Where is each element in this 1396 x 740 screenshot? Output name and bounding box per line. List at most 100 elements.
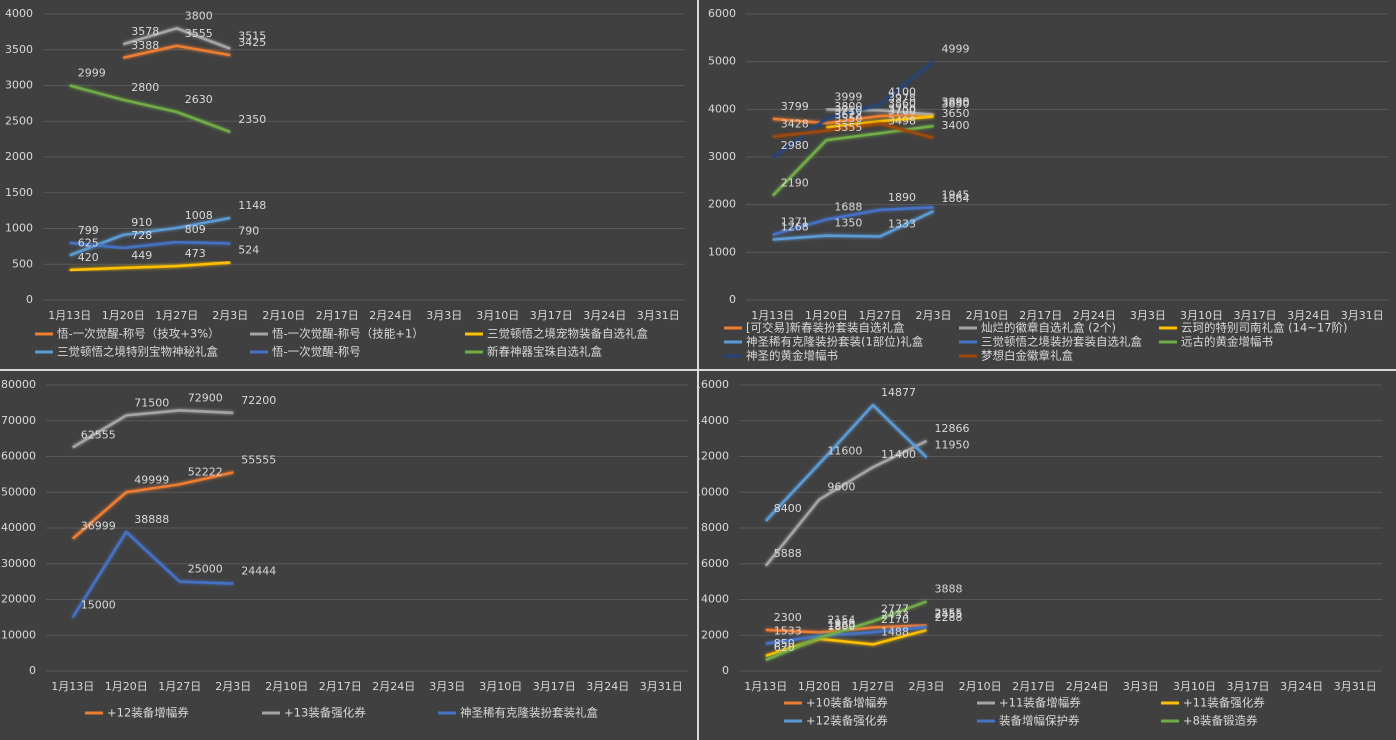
series-line xyxy=(122,44,231,59)
data-label: 620 xyxy=(774,641,795,654)
series-line xyxy=(765,628,927,657)
y-tick-label: 0 xyxy=(729,293,736,306)
y-tick-label: 3000 xyxy=(5,79,33,92)
x-tick-label: 3月10日 xyxy=(479,680,522,693)
series-line xyxy=(122,27,231,50)
series-line xyxy=(772,113,934,125)
data-label: 3555 xyxy=(185,27,213,40)
data-label: 728 xyxy=(131,229,152,242)
data-label: 1533 xyxy=(774,625,802,638)
legend-label: 三觉顿悟之境特别宝物神秘礼盒 xyxy=(57,345,218,359)
x-tick-label: 3月3日 xyxy=(1123,680,1159,693)
legend-label: 新春神器宝珠自选礼盒 xyxy=(487,345,602,359)
data-label: 3890 xyxy=(942,96,970,109)
y-tick-label: 50000 xyxy=(1,485,36,498)
x-tick-label: 3月24日 xyxy=(1280,680,1323,693)
y-tick-label: 500 xyxy=(12,257,33,270)
data-label: 12866 xyxy=(935,422,970,435)
x-tick-label: 3月24日 xyxy=(1287,309,1330,322)
y-tick-label: 10000 xyxy=(1,628,36,641)
data-label: 420 xyxy=(78,251,99,264)
data-label: 55555 xyxy=(241,453,276,466)
series-line xyxy=(772,206,934,236)
data-label: 24444 xyxy=(241,565,276,578)
x-tick-label: 3月17日 xyxy=(1234,309,1277,322)
data-label: 1890 xyxy=(888,191,916,204)
y-tick-label: 60000 xyxy=(1,450,36,463)
data-label: 799 xyxy=(78,224,99,237)
legend-label: 悟-一次觉醒-称号 xyxy=(272,345,361,359)
data-label: 2190 xyxy=(781,177,809,190)
data-label: 38888 xyxy=(134,513,169,526)
chart-panel: 0 500 1000 1500 2000 2500 3000 3500 4000 1月13日 1月2… xyxy=(0,0,697,369)
x-tick-label: 3月10日 xyxy=(476,309,519,322)
data-label: 790 xyxy=(238,225,259,238)
legend-label: 梦想白金徽章礼盒 xyxy=(981,349,1073,363)
x-tick-label: 2月24日 xyxy=(1073,309,1116,322)
series-line xyxy=(69,240,231,250)
x-tick-label: 2月17日 xyxy=(319,680,362,693)
legend-label: 远古的黄金增幅书 xyxy=(1181,335,1273,349)
data-label: 1148 xyxy=(238,199,266,212)
x-tick-label: 1月13日 xyxy=(51,680,94,693)
legend-label: 灿烂的徽章自选礼盒 (2个) xyxy=(981,321,1116,335)
x-tick-label: 2月10日 xyxy=(959,680,1002,693)
data-label: 2154 xyxy=(827,613,855,626)
data-label: 524 xyxy=(238,244,259,257)
x-tick-label: 1月20日 xyxy=(102,309,145,322)
x-tick-label: 3月17日 xyxy=(530,309,573,322)
x-tick-label: 2月17日 xyxy=(316,309,359,322)
x-tick-label: 3月3日 xyxy=(1130,309,1166,322)
y-tick-label: 5000 xyxy=(708,55,736,68)
data-label: 2980 xyxy=(781,139,809,152)
x-tick-label: 3月31日 xyxy=(1341,309,1384,322)
data-label: 2999 xyxy=(78,67,106,80)
data-label: 5888 xyxy=(774,547,802,560)
y-tick-label: 2000 xyxy=(701,628,729,641)
data-label: 2170 xyxy=(881,613,909,626)
legend-label: 神圣的黄金增幅书 xyxy=(746,349,838,363)
y-tick-label: 4000 xyxy=(708,102,736,115)
data-label: 2455 xyxy=(935,608,963,621)
series-line xyxy=(772,60,935,159)
legend-label: 三觉顿悟之境宠物装备自选礼盒 xyxy=(487,327,648,341)
legend-label: 神圣稀有克隆装扮套装礼盒 xyxy=(460,706,598,720)
y-tick-label: 2000 xyxy=(5,150,33,163)
data-label: 3622 xyxy=(834,108,862,121)
series-line xyxy=(765,625,927,645)
data-label: 3650 xyxy=(942,107,970,120)
legend-label: 装备增幅保护券 xyxy=(999,714,1080,728)
legend-label: +12装备强化券 xyxy=(806,714,888,728)
x-tick-label: 3月31日 xyxy=(637,309,680,322)
series-line xyxy=(826,108,934,116)
x-tick-label: 3月24日 xyxy=(583,309,626,322)
series-line xyxy=(69,84,231,134)
data-label: 3498 xyxy=(888,114,916,127)
y-tick-label: 0 xyxy=(722,664,729,677)
data-label: 11400 xyxy=(881,448,916,461)
data-label: 473 xyxy=(185,247,206,260)
data-label: 36999 xyxy=(81,520,116,533)
data-label: 449 xyxy=(131,249,152,262)
data-label: 1350 xyxy=(834,217,862,230)
legend-label: +12装备增幅券 xyxy=(107,706,189,720)
y-tick-label: 8000 xyxy=(701,521,729,534)
data-label: 49999 xyxy=(134,473,169,486)
series-line xyxy=(69,261,231,272)
data-label: 25000 xyxy=(188,563,223,576)
data-label: 3999 xyxy=(834,90,862,103)
data-label: 52222 xyxy=(188,465,223,478)
data-label: 3978 xyxy=(888,91,916,104)
chart-panel: 0 2000 4000 6000 8000 10000 12000 14000 16000 1月1… xyxy=(699,371,1396,740)
series-line xyxy=(764,403,928,522)
chart-panel: 0 1000 2000 3000 4000 5000 6000 1月13日 1月20日 1月27日… xyxy=(699,0,1396,369)
legend-label: +11装备强化券 xyxy=(1183,696,1265,710)
y-tick-label: 40000 xyxy=(1,521,36,534)
data-label: 1945 xyxy=(942,188,970,201)
legend-label: 悟-一次觉醒-称号（技能+1） xyxy=(272,327,424,341)
data-label: 809 xyxy=(185,223,206,236)
x-tick-label: 2月3日 xyxy=(212,309,248,322)
legend-label: 云珂的特别司南礼盒 (14~17阶) xyxy=(1181,321,1348,335)
data-label: 3860 xyxy=(888,97,916,110)
